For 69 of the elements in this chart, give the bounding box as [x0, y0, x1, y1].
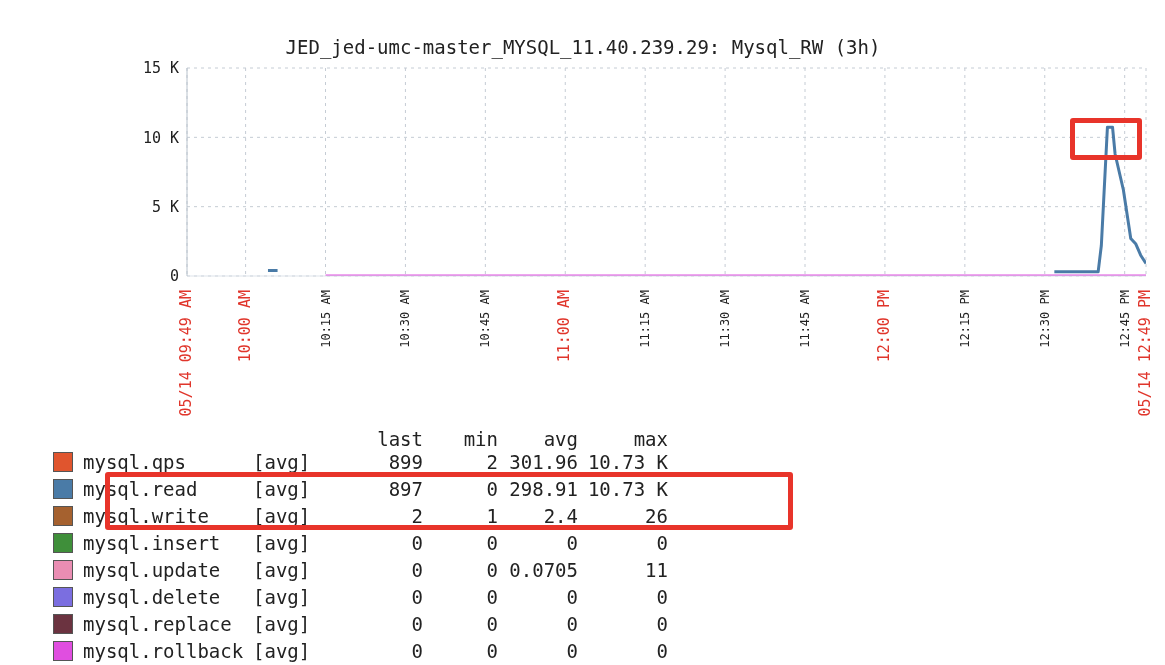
y-tick-label: 10 K [142, 128, 179, 147]
x-tick-label: 10:00 AM [235, 290, 254, 363]
x-tick-label: 05/14 09:49 AM [177, 290, 195, 417]
text: 10.73 K [587, 451, 668, 473]
text: 0 [411, 559, 423, 581]
text: 0 [486, 559, 498, 581]
text: 0 [486, 478, 498, 500]
legend-label: mysql.rollback [83, 640, 244, 662]
text: 0 [411, 640, 423, 662]
text: 11 [645, 559, 668, 581]
text: 0 [566, 586, 578, 608]
x-tick-label: 10:15 AM [318, 290, 333, 348]
text: 897 [388, 478, 423, 500]
text: 0 [411, 532, 423, 554]
x-tick-label: 10:30 AM [398, 290, 413, 348]
text: 0 [566, 640, 578, 662]
chart-title: JED_jed-umc-master_MYSQL_11.40.239.29: Mysql_RW (3h) [284, 36, 882, 58]
text: [avg] [253, 450, 312, 474]
text: max [632, 428, 668, 450]
text: [avg] [253, 477, 312, 501]
text: 0 [486, 613, 498, 635]
text: 899 [388, 451, 423, 473]
x-tick-label: 10:45 AM [478, 290, 493, 348]
x-tick-label: 12:30 PM [1037, 290, 1052, 348]
text: last [376, 428, 423, 450]
text: 0 [656, 613, 668, 635]
text: [avg] [253, 558, 312, 582]
x-tick-label: 11:45 AM [798, 290, 813, 348]
y-tick-label: 5 K [151, 197, 179, 216]
text: avg [543, 428, 578, 450]
x-tick-label: 12:00 PM [874, 290, 893, 363]
x-tick-label: 11:15 AM [638, 290, 653, 348]
text: 0 [656, 586, 668, 608]
x-tick-label: 12:45 PM [1117, 290, 1132, 348]
y-tick-label: 0 [169, 267, 179, 286]
text: 2.4 [543, 505, 578, 527]
text: 0 [656, 532, 668, 554]
x-tick-label: 05/14 12:49 PM [1136, 290, 1154, 417]
x-tick-label: 11:00 AM [555, 290, 574, 363]
text: 0.0705 [509, 559, 578, 581]
text: 0 [486, 586, 498, 608]
text: 0 [656, 640, 668, 662]
y-tick-label: 15 K [142, 59, 179, 78]
legend-label: mysql.qps [83, 451, 186, 473]
text: 26 [645, 505, 668, 527]
text: [avg] [253, 504, 312, 528]
x-tick-label: 11:30 AM [718, 290, 733, 348]
legend-label: mysql.update [83, 559, 221, 581]
text: 1 [486, 505, 498, 527]
text: 0 [566, 613, 578, 635]
text: 298.91 [509, 478, 578, 500]
legend-label: mysql.replace [83, 613, 232, 635]
text: 301.96 [509, 451, 578, 473]
text: [avg] [253, 585, 312, 609]
text: 10.73 K [587, 478, 668, 500]
text: min [463, 428, 498, 450]
legend-label: mysql.insert [83, 532, 221, 554]
text: 0 [566, 532, 578, 554]
text: [avg] [253, 531, 312, 555]
text: 2 [411, 505, 423, 527]
text: 0 [411, 586, 423, 608]
legend-label: mysql.delete [83, 586, 221, 608]
text: 0 [411, 613, 423, 635]
text: [avg] [253, 639, 312, 663]
x-tick-label: 12:15 PM [957, 290, 972, 348]
text: 2 [486, 451, 498, 473]
text: [avg] [253, 612, 312, 636]
text: 0 [486, 640, 498, 662]
text: 0 [486, 532, 498, 554]
